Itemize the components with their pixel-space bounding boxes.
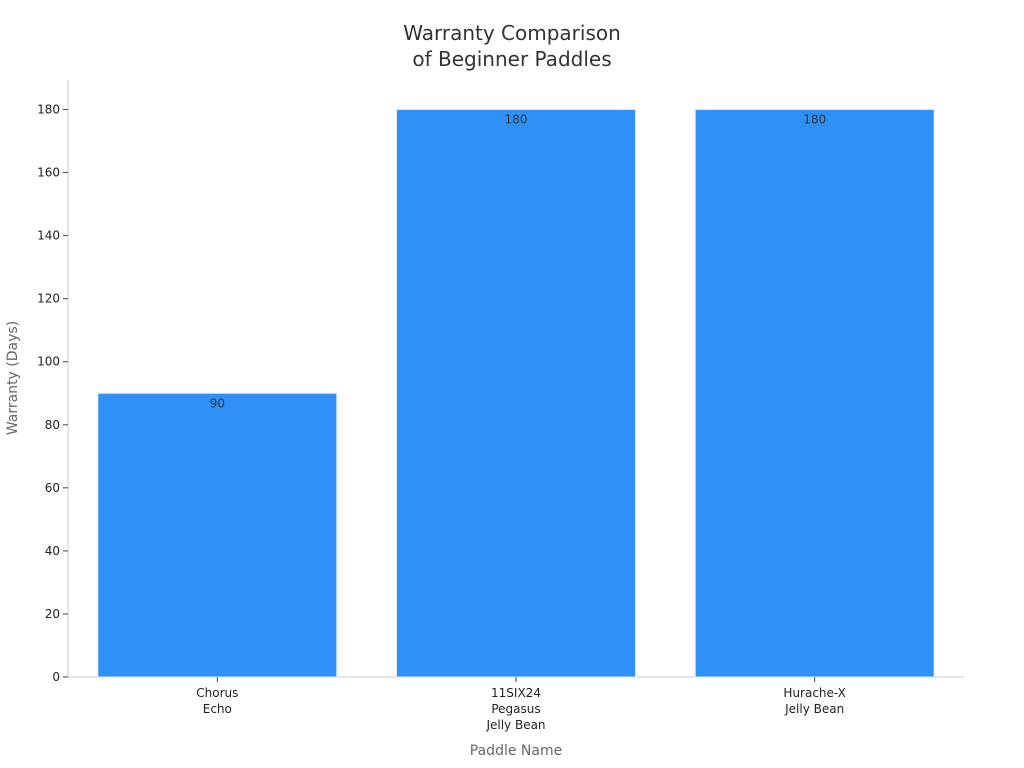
x-axis-label: Paddle Name <box>469 743 563 759</box>
x-tick-label: 11SIX24 <box>491 686 541 700</box>
bar-data-label: 180 <box>803 113 826 127</box>
y-tick-label: 160 <box>37 166 60 180</box>
bar <box>396 109 636 678</box>
y-tick-label: 140 <box>37 229 60 243</box>
bar-data-label: 90 <box>210 396 225 410</box>
y-tick-label: 100 <box>37 355 60 369</box>
x-tick-label: Pegasus <box>491 702 540 716</box>
y-tick-label: 20 <box>45 607 60 621</box>
x-tick-label: Jelly Bean <box>784 702 844 716</box>
x-tick-label: Hurache-X <box>783 686 845 700</box>
chart-title-line-1: Warranty Comparison <box>403 21 621 45</box>
bar <box>97 392 338 678</box>
chart-title-line-2: of Beginner Paddles <box>412 47 612 71</box>
y-tick-label: 0 <box>52 670 60 684</box>
y-tick-label: 40 <box>45 544 60 558</box>
chart-title: Warranty Comparison of Beginner Paddles <box>0 20 1024 72</box>
x-tick-label: Jelly Bean <box>485 718 545 732</box>
bar-data-label: 180 <box>505 113 528 127</box>
x-tick-label: Echo <box>203 702 232 716</box>
y-tick-label: 60 <box>45 481 60 495</box>
y-tick-label: 120 <box>37 292 60 306</box>
bar <box>694 109 935 678</box>
y-tick-label: 180 <box>37 103 60 117</box>
y-tick-label: 80 <box>45 418 60 432</box>
x-tick-label: Chorus <box>196 686 238 700</box>
